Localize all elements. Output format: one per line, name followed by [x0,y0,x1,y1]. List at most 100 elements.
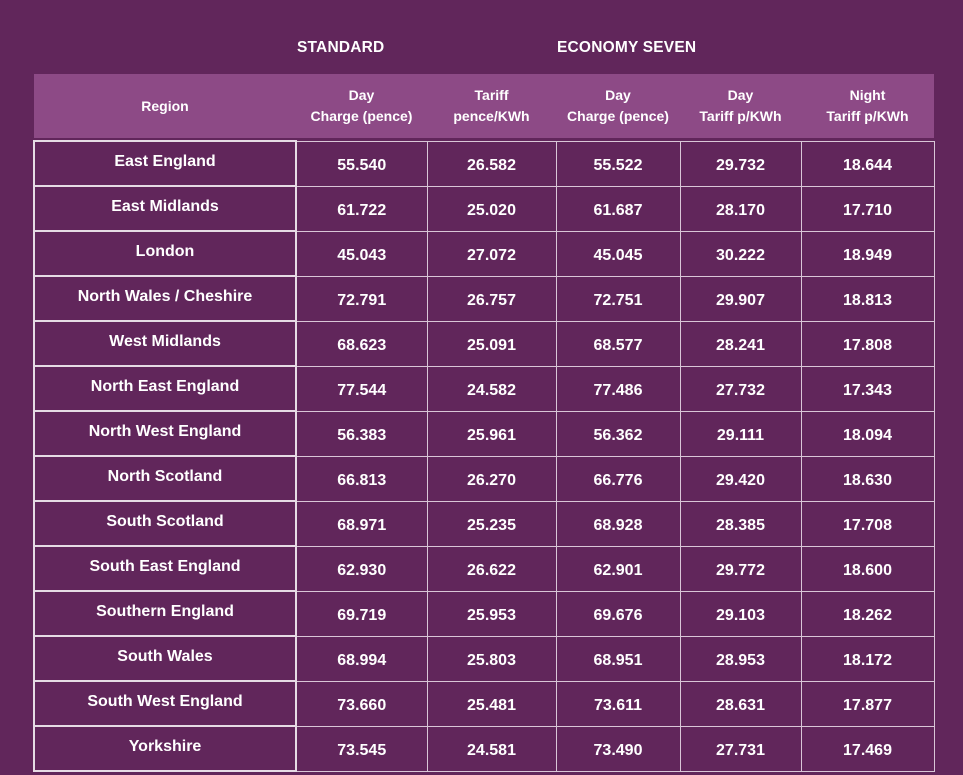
value-cell-e7-day-tariff: 28.241 [679,320,802,367]
value-cell-standard-tariff: 24.582 [426,365,557,412]
group-label-economy-seven: ECONOMY SEVEN [557,39,697,56]
column-header-e7-day-tariff: Day Tariff p/KWh [680,74,801,138]
column-header-line: Tariff [474,87,509,103]
table-row: West Midlands 68.623 25.091 68.577 28.241 17.… [33,320,935,367]
value-cell-e7-day-tariff: 29.103 [679,590,802,637]
column-header-standard-day-charge: Day Charge (pence) [296,74,427,138]
value-cell-standard-day-charge: 73.545 [295,725,428,772]
column-header-line: Day [348,87,375,103]
value-cell-e7-day-tariff: 30.222 [679,230,802,277]
value-cell-standard-tariff: 25.953 [426,590,557,637]
value-cell-e7-day-charge: 68.577 [555,320,681,367]
value-cell-e7-day-charge: 55.522 [555,140,681,187]
value-cell-e7-night-tariff: 18.600 [800,545,935,592]
region-cell: London [33,230,297,277]
value-cell-standard-day-charge: 66.813 [295,455,428,502]
table-row: North West England 56.383 25.961 56.362 29.1… [33,410,935,457]
value-cell-e7-day-tariff: 29.772 [679,545,802,592]
region-cell: South Scotland [33,500,297,547]
region-cell: West Midlands [33,320,297,367]
value-cell-e7-night-tariff: 18.172 [800,635,935,682]
region-cell: Southern England [33,590,297,637]
value-cell-e7-night-tariff: 17.343 [800,365,935,412]
column-header-line: Region [141,97,189,114]
column-header-line: Tariff p/KWh [826,108,909,124]
column-header-line: Night [849,87,886,103]
value-cell-e7-day-tariff: 29.420 [679,455,802,502]
value-cell-standard-day-charge: 72.791 [295,275,428,322]
value-cell-e7-day-tariff: 28.631 [679,680,802,727]
value-cell-e7-day-charge: 45.045 [555,230,681,277]
value-cell-e7-day-charge: 56.362 [555,410,681,457]
table-row: North Wales / Cheshire 72.791 26.757 72.751… [33,275,935,322]
value-cell-standard-tariff: 26.757 [426,275,557,322]
value-cell-standard-day-charge: 69.719 [295,590,428,637]
value-cell-standard-day-charge: 55.540 [295,140,428,187]
region-cell: South East England [33,545,297,592]
value-cell-e7-night-tariff: 17.877 [800,680,935,727]
column-header-e7-day-charge: Day Charge (pence) [556,74,680,138]
column-header-line: Charge (pence) [310,108,413,124]
value-cell-standard-tariff: 25.091 [426,320,557,367]
region-cell: South Wales [33,635,297,682]
column-header-line: Charge (pence) [567,108,669,124]
table-header: Region Day Charge (pence) Tariff pence/KWh Da… [34,74,934,141]
value-cell-e7-day-charge: 66.776 [555,455,681,502]
value-cell-standard-tariff: 25.803 [426,635,557,682]
region-cell: Yorkshire [33,725,297,772]
table-row: South East England 62.930 26.622 62.901 29.7… [33,545,935,592]
column-header-line: pence/KWh [453,108,530,124]
value-cell-e7-day-charge: 61.687 [555,185,681,232]
table-row: North Scotland 66.813 26.270 66.776 29.420 18… [33,455,935,502]
region-cell: North East England [33,365,297,412]
column-header-line: Day [605,87,631,103]
region-cell: North Scotland [33,455,297,502]
value-cell-e7-day-charge: 62.901 [555,545,681,592]
value-cell-standard-tariff: 25.481 [426,680,557,727]
value-cell-e7-day-charge: 68.951 [555,635,681,682]
value-cell-standard-tariff: 25.961 [426,410,557,457]
value-cell-standard-day-charge: 45.043 [295,230,428,277]
group-label-standard: STANDARD [297,39,385,56]
value-cell-e7-day-charge: 68.928 [555,500,681,547]
value-cell-standard-day-charge: 68.971 [295,500,428,547]
value-cell-e7-day-tariff: 29.111 [679,410,802,457]
table-row: South Scotland 68.971 25.235 68.928 28.385 17… [33,500,935,547]
value-cell-standard-day-charge: 73.660 [295,680,428,727]
region-cell: North West England [33,410,297,457]
value-cell-e7-day-charge: 72.751 [555,275,681,322]
value-cell-standard-tariff: 25.020 [426,185,557,232]
table-row: South Wales 68.994 25.803 68.951 28.953 18.17… [33,635,935,682]
table-row: East Midlands 61.722 25.020 61.687 28.170 17.… [33,185,935,232]
value-cell-standard-day-charge: 61.722 [295,185,428,232]
value-cell-e7-night-tariff: 18.949 [800,230,935,277]
column-header-region: Region [34,74,296,138]
table-row: North East England 77.544 24.582 77.486 27.7… [33,365,935,412]
value-cell-e7-day-charge: 77.486 [555,365,681,412]
region-cell: South West England [33,680,297,727]
value-cell-e7-day-charge: 73.490 [555,725,681,772]
value-cell-e7-day-tariff: 29.907 [679,275,802,322]
value-cell-standard-tariff: 26.582 [426,140,557,187]
region-cell: East Midlands [33,185,297,232]
column-header-standard-tariff: Tariff pence/KWh [427,74,556,138]
value-cell-e7-day-charge: 73.611 [555,680,681,727]
value-cell-standard-day-charge: 68.623 [295,320,428,367]
value-cell-standard-tariff: 26.270 [426,455,557,502]
value-cell-standard-tariff: 26.622 [426,545,557,592]
column-header-line: Tariff p/KWh [699,108,782,124]
region-cell: North Wales / Cheshire [33,275,297,322]
table-row: Southern England 69.719 25.953 69.676 29.103… [33,590,935,637]
value-cell-standard-tariff: 25.235 [426,500,557,547]
value-cell-e7-night-tariff: 17.710 [800,185,935,232]
value-cell-standard-tariff: 24.581 [426,725,557,772]
value-cell-e7-day-tariff: 28.385 [679,500,802,547]
value-cell-standard-day-charge: 56.383 [295,410,428,457]
value-cell-e7-night-tariff: 18.644 [800,140,935,187]
value-cell-standard-day-charge: 62.930 [295,545,428,592]
region-cell: East England [33,140,297,187]
value-cell-e7-night-tariff: 18.262 [800,590,935,637]
table-row: East England 55.540 26.582 55.522 29.732 18.6… [33,140,935,187]
value-cell-e7-day-tariff: 27.732 [679,365,802,412]
table-body: East England 55.540 26.582 55.522 29.732 18.6… [33,140,935,772]
